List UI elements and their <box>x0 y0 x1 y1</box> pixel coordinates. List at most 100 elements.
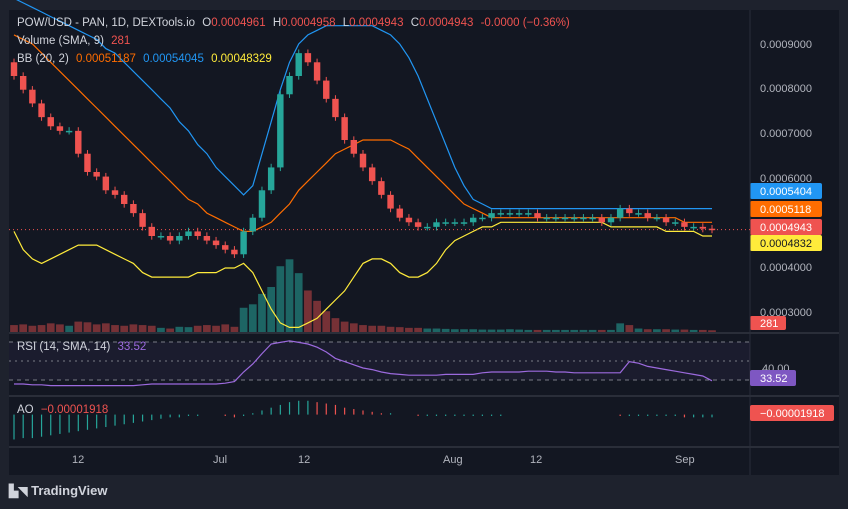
volume-bar <box>515 329 523 332</box>
bb-upper-badge <box>750 183 822 199</box>
candle-body <box>139 213 146 227</box>
volume-bar <box>221 324 230 332</box>
candle-body <box>75 130 82 154</box>
candle-body <box>442 222 449 224</box>
candle-body <box>378 181 385 195</box>
candle-body <box>699 226 707 229</box>
volume-bar <box>643 329 652 332</box>
candle-body <box>166 236 174 241</box>
tradingview-brand[interactable]: ▙◥ TradingView <box>9 483 107 498</box>
price-tick: 0.0007000 <box>760 128 812 140</box>
volume-bar <box>414 327 422 332</box>
volume-bar <box>248 304 257 332</box>
volume-bar <box>175 326 184 332</box>
ohlc-high: 0.0004958 <box>281 17 336 29</box>
candle-body <box>708 228 716 231</box>
volume-bar <box>19 324 28 332</box>
volume-bar <box>276 266 285 332</box>
volume-bar <box>432 328 441 332</box>
ohlc-open-label: O <box>202 17 212 29</box>
candle-body <box>635 213 642 215</box>
candle-body <box>424 226 431 229</box>
bb-basis-value: 0.00051187 <box>75 53 136 65</box>
candle-body <box>84 153 91 172</box>
candle-body <box>616 208 624 218</box>
volume-legend-value: 281 <box>111 35 131 47</box>
candle-body <box>626 208 633 214</box>
bb-legend[interactable]: BB (20, 2) 0.00051187 0.00054045 0.00048… <box>17 53 276 65</box>
time-tick: 12 <box>72 454 84 466</box>
candle-body <box>313 62 321 81</box>
rsi-line <box>14 340 713 387</box>
candle-body <box>414 222 422 227</box>
price-tick: 0.0008000 <box>760 83 812 95</box>
candle-body <box>304 53 312 63</box>
volume-bar <box>101 323 110 332</box>
symbol-legend[interactable]: POW/USD - PAN, 1D, DEXTools.io O0.000496… <box>17 17 574 29</box>
volume-badge <box>750 316 786 330</box>
volume-bar <box>46 323 55 332</box>
bb-legend-label: BB (20, 2) <box>17 53 69 65</box>
price-tick: 0.0004000 <box>760 262 812 274</box>
candle-body <box>29 89 36 104</box>
price-tick: 0.0009000 <box>760 39 812 51</box>
candle-body <box>690 226 697 229</box>
candle-body <box>460 222 468 224</box>
volume-bar <box>74 321 83 332</box>
candle-body <box>681 222 688 227</box>
bb-basis-badge-text: 0.0005118 <box>760 204 811 216</box>
candle-body <box>451 222 459 224</box>
candle-body <box>534 213 541 218</box>
candle-body <box>497 213 504 215</box>
candle-body <box>203 236 211 241</box>
volume-bar <box>157 327 165 332</box>
candle-body <box>111 190 119 195</box>
tradingview-logo-icon: ▙◥ <box>9 484 28 498</box>
volume-legend[interactable]: Volume (SMA, 9) 281 <box>17 35 134 47</box>
candle-body <box>240 231 247 255</box>
volume-bar <box>478 329 487 332</box>
volume-bar <box>294 273 303 332</box>
candle-body <box>295 53 302 76</box>
bb-lower-value: 0.00048329 <box>211 53 272 65</box>
candle-body <box>286 76 293 95</box>
volume-bar <box>304 290 312 332</box>
candle-body <box>368 167 376 182</box>
volume-bar <box>65 325 73 332</box>
volume-badge-text: 281 <box>760 318 778 330</box>
candle-body <box>212 240 220 246</box>
volume-bar <box>37 325 46 332</box>
volume-bar <box>506 329 514 332</box>
volume-bar <box>166 328 174 332</box>
candle-body <box>148 226 155 236</box>
volume-bar <box>120 325 129 332</box>
volume-bar <box>239 307 248 332</box>
candle-body <box>47 117 54 127</box>
volume-bar <box>698 329 707 332</box>
volume-bar <box>92 324 101 332</box>
volume-bar <box>285 259 294 332</box>
ohlc-open: 0.0004961 <box>211 17 266 29</box>
chart-area <box>9 10 839 475</box>
candle-body <box>120 194 128 204</box>
candle-body <box>589 217 596 220</box>
volume-bar <box>708 330 716 332</box>
candle-body <box>580 217 587 220</box>
volume-bar <box>524 329 533 332</box>
candle-body <box>488 213 495 218</box>
candle-body <box>38 103 45 118</box>
ao-legend[interactable]: AO −0.00001918 <box>17 404 112 416</box>
volume-bar <box>147 325 156 332</box>
volume-bar <box>129 324 138 332</box>
bb-upper-line <box>16 0 712 210</box>
volume-bar <box>331 318 340 332</box>
volume-bar <box>597 329 606 332</box>
last-price-badge <box>750 219 822 235</box>
rsi-legend[interactable]: RSI (14, SMA, 14) 33.52 <box>17 341 150 353</box>
ohlc-close: 0.0004943 <box>419 17 474 29</box>
volume-bar <box>212 325 220 332</box>
time-tick: 12 <box>298 454 310 466</box>
volume-bar <box>469 329 478 332</box>
symbol-title[interactable]: POW/USD - PAN, 1D, DEXTools.io <box>17 17 196 29</box>
